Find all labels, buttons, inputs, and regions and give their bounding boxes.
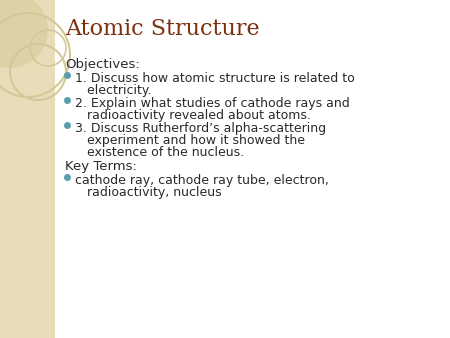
Text: existence of the nucleus.: existence of the nucleus. (75, 146, 244, 159)
Text: Objectives:: Objectives: (65, 58, 140, 71)
Text: cathode ray, cathode ray tube, electron,: cathode ray, cathode ray tube, electron, (75, 174, 329, 187)
Circle shape (0, 0, 48, 68)
Text: radioactivity, nucleus: radioactivity, nucleus (75, 186, 221, 199)
Text: Key Terms:: Key Terms: (65, 160, 137, 173)
Text: Atomic Structure: Atomic Structure (65, 18, 260, 40)
Text: 1. Discuss how atomic structure is related to: 1. Discuss how atomic structure is relat… (75, 72, 355, 85)
Bar (0, 0, 55, 338)
Text: 3. Discuss Rutherford’s alpha-scattering: 3. Discuss Rutherford’s alpha-scattering (75, 122, 326, 135)
Text: electricity.: electricity. (75, 84, 152, 97)
Text: 2. Explain what studies of cathode rays and: 2. Explain what studies of cathode rays … (75, 97, 350, 110)
Text: experiment and how it showed the: experiment and how it showed the (75, 134, 305, 147)
Text: radioactivity revealed about atoms.: radioactivity revealed about atoms. (75, 109, 311, 122)
